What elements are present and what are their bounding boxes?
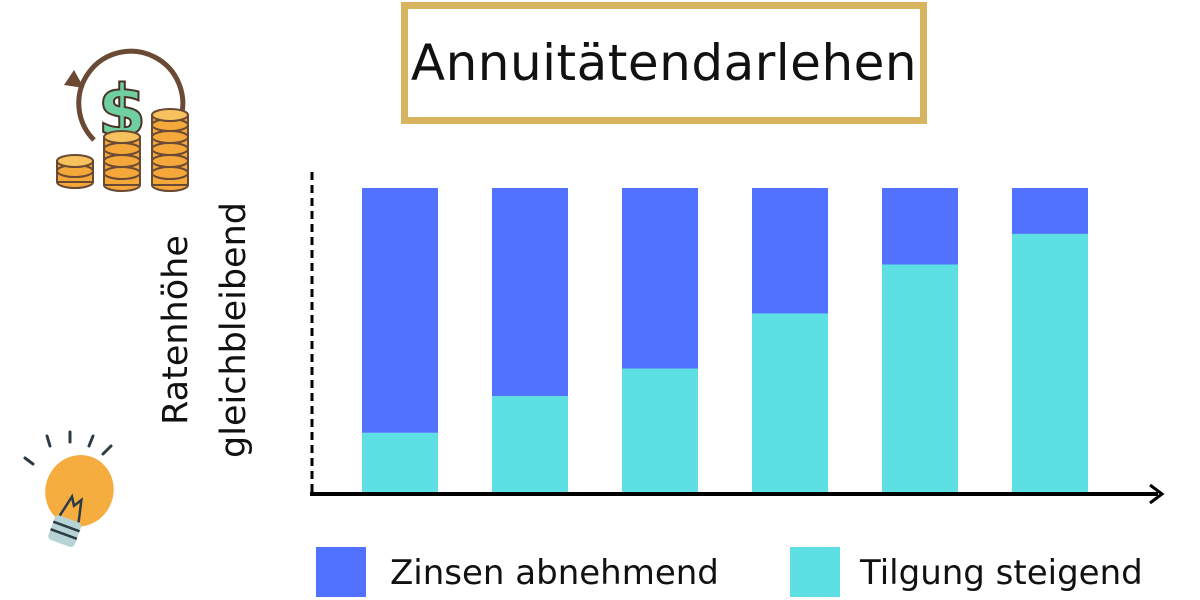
bar-zinsen-5 xyxy=(882,188,958,265)
bar-zinsen-4 xyxy=(752,188,828,314)
bar-tilgung-5 xyxy=(882,264,958,494)
title-box: Annuitätendarlehen xyxy=(401,2,927,124)
bar-zinsen-6 xyxy=(1012,188,1088,234)
legend-swatch-tilgung xyxy=(790,547,840,597)
bar-tilgung-3 xyxy=(622,368,698,494)
legend-swatch-zinsen xyxy=(316,547,366,597)
lightbulb-icon xyxy=(23,430,114,548)
x-axis-arrowhead xyxy=(1149,483,1165,505)
bar-tilgung-2 xyxy=(492,396,568,494)
bar-tilgung-6 xyxy=(1012,233,1088,494)
svg-text:$: $ xyxy=(98,70,147,152)
bar-tilgung-4 xyxy=(752,313,828,494)
legend-label-tilgung: Tilgung steigend xyxy=(860,553,1143,593)
bar-zinsen-3 xyxy=(622,188,698,369)
bar-tilgung-1 xyxy=(362,432,438,494)
bar-zinsen-2 xyxy=(492,188,568,397)
bar-zinsen-1 xyxy=(362,188,438,433)
bars-group xyxy=(362,188,1088,494)
legend-label-zinsen: Zinsen abnehmend xyxy=(390,553,719,593)
money-cycle-icon: $ xyxy=(56,48,189,192)
chart-title: Annuitätendarlehen xyxy=(410,34,918,92)
